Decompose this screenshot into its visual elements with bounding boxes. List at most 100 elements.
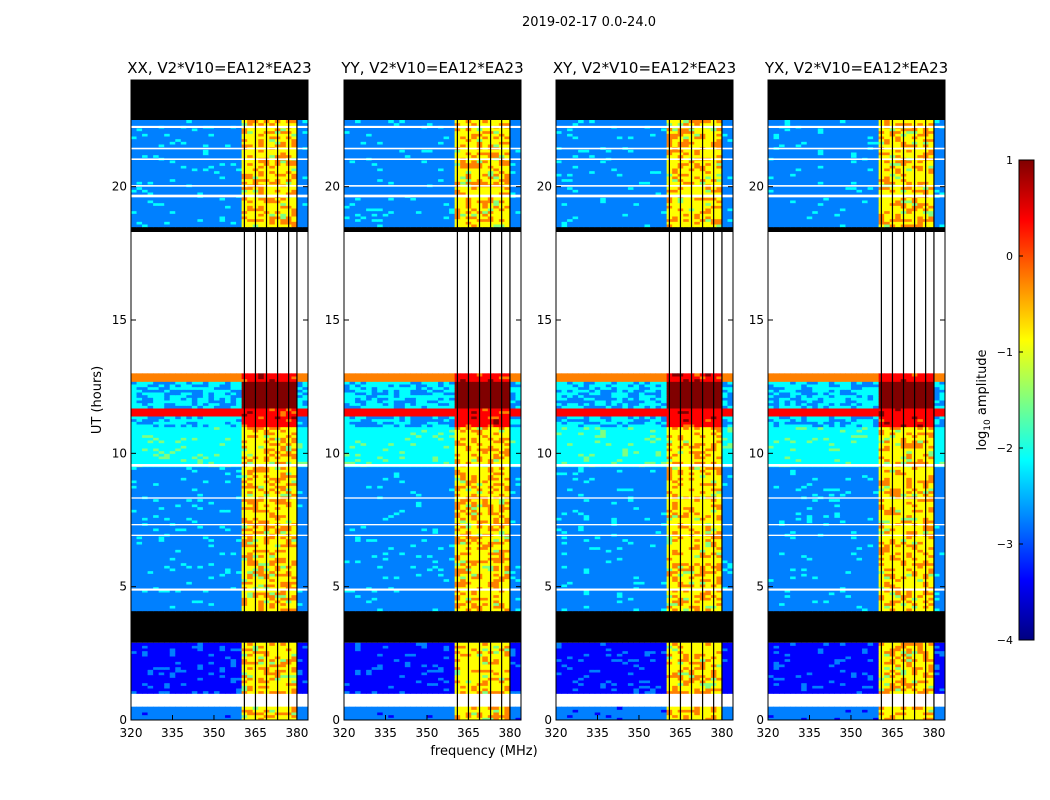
pixel-cell (236, 402, 243, 406)
pixel-cell (296, 405, 303, 409)
pixel-cell (258, 136, 265, 140)
pixel-cell (236, 138, 243, 142)
pixel-cell (225, 386, 232, 390)
pixel-cell (158, 474, 165, 478)
pixel-cell (186, 717, 193, 720)
pixel-cell (180, 645, 187, 649)
pixel-cell (208, 578, 215, 582)
pixel-cell (208, 224, 215, 228)
pixel-cell (230, 594, 237, 598)
pixel-cell (136, 450, 143, 454)
pixel-cell (147, 685, 154, 689)
pixel-cell (269, 514, 276, 518)
pixel-cell (164, 560, 171, 564)
pixel-cell (153, 512, 160, 516)
pixel-cell (247, 442, 254, 446)
pixel-cell (296, 552, 303, 556)
pixel-cell (191, 706, 198, 710)
pixel-cell (147, 517, 154, 521)
pixel-cell (169, 576, 176, 580)
pixel-cell (131, 133, 138, 137)
pixel-cell (175, 421, 182, 425)
pixel-cell (142, 597, 149, 601)
pixel-cell (296, 474, 303, 478)
pixel-cell (197, 528, 204, 532)
pixel-cell (169, 397, 176, 401)
pixel-cell (153, 178, 160, 182)
pixel-cell (147, 485, 154, 489)
pixel-cell (258, 584, 265, 588)
pixel-cell (230, 541, 237, 545)
pixel-cell (258, 709, 265, 713)
pixel-cell (225, 437, 232, 441)
pixel-cell (269, 221, 276, 225)
pixel-cell (158, 168, 165, 172)
pixel-cell (175, 197, 182, 201)
pixel-cell (153, 536, 160, 540)
pixel-cell (269, 490, 276, 494)
pixel-cell (296, 440, 303, 444)
pixel-cell (197, 213, 204, 217)
pixel-cell (225, 597, 232, 601)
pixel-cell (164, 189, 171, 193)
pixel-cell (247, 394, 254, 398)
pixel-cell (302, 536, 308, 540)
pixel-cell (164, 440, 171, 444)
pixel-cell (296, 218, 303, 222)
pixel-cell (225, 442, 232, 446)
pixel-cell (153, 573, 160, 577)
pixel-cell (175, 477, 182, 481)
pixel-cell (202, 208, 209, 212)
pixel-cell (142, 152, 149, 156)
pixel-cell (175, 410, 182, 414)
pixel-cell (147, 442, 154, 446)
pixel-cell (213, 581, 220, 585)
pixel-cell (180, 666, 187, 670)
pixel-cell (258, 608, 265, 612)
pixel-cell (219, 573, 226, 577)
pixel-cell (280, 608, 287, 612)
pixel-cell (186, 397, 193, 401)
pixel-cell (236, 128, 243, 132)
pixel-cell (147, 181, 154, 185)
pixel-cell (136, 677, 143, 681)
pixel-cell (180, 181, 187, 185)
pixel-cell (247, 165, 254, 169)
pixel-cell (164, 397, 171, 401)
pixel-cell (136, 717, 143, 720)
pixel-cell (236, 168, 243, 172)
pixel-cell (136, 138, 143, 142)
pixel-cell (186, 218, 193, 222)
pixel-cell (175, 482, 182, 486)
pixel-cell (202, 461, 209, 465)
pixel-cell (186, 477, 193, 481)
pixel-cell (158, 434, 165, 438)
pixel-cell (280, 394, 287, 398)
pixel-cell (131, 173, 138, 177)
pixel-cell (213, 664, 220, 668)
pixel-cell (296, 501, 303, 505)
pixel-cell (169, 661, 176, 665)
pixel-cell (164, 578, 171, 582)
pixel-cell (197, 592, 204, 596)
pixel-cell (236, 541, 243, 545)
pixel-cell (191, 605, 198, 609)
pixel-cell (269, 602, 276, 606)
pixel-cell (208, 661, 215, 665)
pixel-cell (191, 144, 198, 148)
pixel-cell (202, 416, 209, 420)
pixel-cell (213, 602, 220, 606)
pixel-cell (169, 152, 176, 156)
pixel-cell (247, 208, 254, 212)
pixel-cell (191, 213, 198, 217)
pixel-cell (197, 200, 204, 204)
pixel-cell (208, 381, 215, 385)
pixel-cell (302, 661, 308, 665)
pixel-cell (202, 133, 209, 137)
pixel-cell (186, 549, 193, 553)
pixel-cell (296, 400, 303, 404)
pixel-cell (158, 602, 165, 606)
pixel-cell (302, 517, 308, 521)
pixel-cell (186, 141, 193, 145)
pixel-cell (175, 530, 182, 534)
